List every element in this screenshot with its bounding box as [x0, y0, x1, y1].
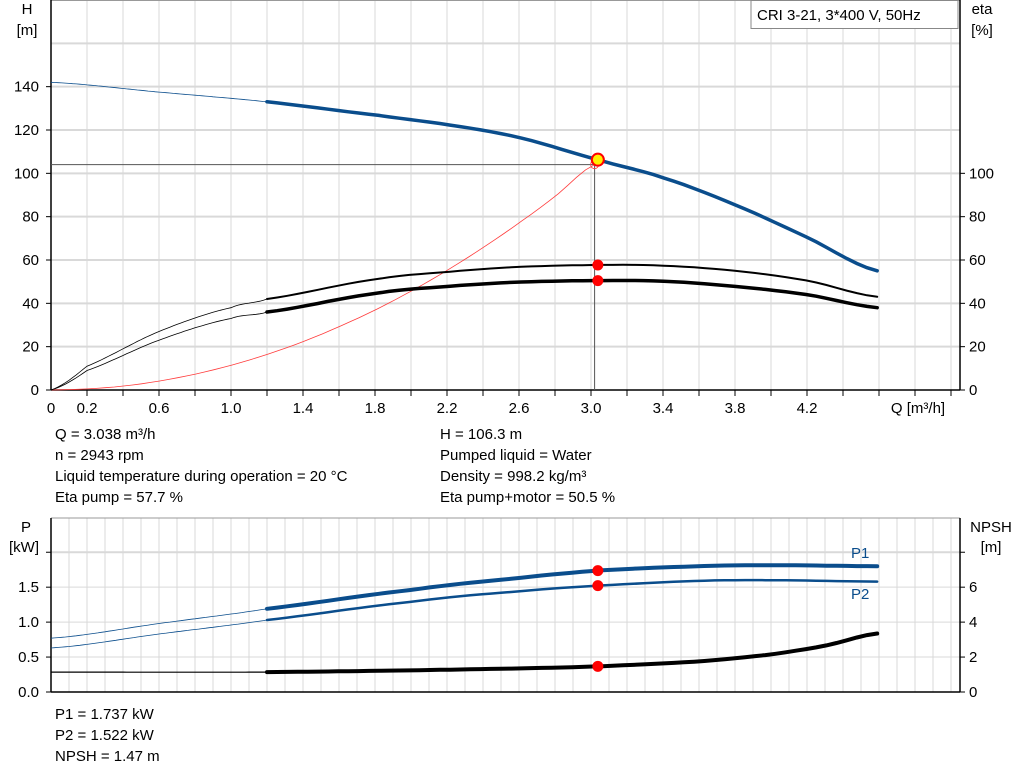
eta-axis-unit: [%]	[971, 22, 993, 39]
info-p2: P2 = 1.522 kW	[55, 727, 154, 744]
npsh-tick-label: 6	[969, 579, 977, 596]
x-tick-label: 1.4	[293, 400, 314, 417]
h-tick-label: 100	[14, 165, 39, 182]
eta-pump-curve-thin	[50, 298, 268, 391]
operating-point	[590, 152, 605, 167]
npsh-tick-label: 4	[969, 614, 977, 631]
bottom-duty-point	[592, 660, 604, 672]
eta-tick-label: 40	[969, 295, 986, 312]
p-axis-title: P	[21, 519, 31, 536]
p-axis-unit: [kW]	[9, 539, 39, 556]
p-tick-label: 1.0	[18, 614, 39, 631]
x-tick-label: 4.2	[797, 400, 818, 417]
eta-tick-label: 20	[969, 339, 986, 356]
top-grid	[46, 0, 965, 396]
h-tick-label: 60	[22, 252, 39, 269]
x-tick-label: 2.6	[509, 400, 530, 417]
x-tick-label: 3.4	[653, 400, 674, 417]
x-tick-label: 0.2	[77, 400, 98, 417]
h-axis-unit: [m]	[17, 22, 38, 39]
x-tick-label: 1.0	[221, 400, 242, 417]
p-tick-label: 1.5	[18, 579, 39, 596]
chart-labels: H [m] eta [%] Q [m³/h] CRI 3-21, 3*400 V…	[9, 0, 1012, 701]
head-curve	[265, 100, 879, 273]
info-bottom: P1 = 1.737 kW P2 = 1.522 kW NPSH = 1.47 …	[55, 704, 160, 767]
p-tick-label: 0.5	[18, 649, 39, 666]
x-tick-label: 1.8	[365, 400, 386, 417]
legend-label: CRI 3-21, 3*400 V, 50Hz	[757, 7, 921, 24]
h-tick-label: 120	[14, 122, 39, 139]
eta-duty-point	[592, 259, 604, 271]
p2-curve	[265, 578, 879, 622]
p2-curve-thin	[50, 619, 268, 649]
eta-duty-point	[592, 275, 604, 287]
p1-curve	[265, 563, 880, 611]
head-curve-thin	[50, 81, 268, 103]
system-curve	[50, 164, 595, 391]
p-tick-label: 0.0	[18, 684, 39, 701]
info-density: Density = 998.2 kg/m³	[440, 468, 587, 485]
bottom-grid	[46, 517, 965, 693]
x-tick-label: 0	[47, 400, 55, 417]
x-tick-label: 2.2	[437, 400, 458, 417]
info-top-right: H = 106.3 m Pumped liquid = Water Densit…	[440, 424, 615, 508]
eta-pump-motor-curve-thin	[50, 311, 268, 391]
info-top-left: Q = 3.038 m³/h n = 2943 rpm Liquid tempe…	[55, 424, 347, 508]
eta-tick-label: 80	[969, 209, 986, 226]
npsh-curve	[265, 631, 880, 675]
h-tick-label: 140	[14, 79, 39, 96]
info-liquid: Pumped liquid = Water	[440, 447, 592, 464]
q-axis-title: Q [m³/h]	[891, 400, 945, 417]
chart-marks	[50, 81, 880, 675]
info-flow: Q = 3.038 m³/h	[55, 426, 156, 443]
eta-pump-motor-curve	[265, 278, 879, 314]
legend-box	[750, 0, 959, 29]
eta-tick-label: 60	[969, 252, 986, 269]
npsh-axis-unit: [m]	[981, 539, 1002, 556]
eta-tick-label: 0	[969, 382, 977, 399]
h-tick-label: 80	[22, 209, 39, 226]
eta-pump-curve	[266, 263, 879, 300]
info-p1: P1 = 1.737 kW	[55, 706, 154, 723]
eta-tick-label: 100	[969, 165, 994, 182]
info-eta-pump: Eta pump = 57.7 %	[55, 489, 183, 506]
h-tick-label: 20	[22, 339, 39, 356]
info-head: H = 106.3 m	[440, 426, 523, 443]
p1-curve-thin	[50, 608, 268, 639]
h-tick-label: 0	[31, 382, 39, 399]
h-tick-label: 40	[22, 295, 39, 312]
bottom-duty-point	[592, 565, 604, 577]
npsh-axis-title: NPSH	[970, 519, 1012, 536]
x-tick-label: 3.8	[725, 400, 746, 417]
x-tick-label: 0.6	[149, 400, 170, 417]
h-axis-title: H	[22, 1, 33, 18]
bottom-duty-point	[592, 580, 604, 592]
eta-axis-title: eta	[972, 1, 994, 18]
npsh-tick-label: 0	[969, 684, 977, 701]
info-temperature: Liquid temperature during operation = 20…	[55, 468, 348, 485]
info-eta-pump-motor: Eta pump+motor = 50.5 %	[440, 489, 616, 506]
p1-series-label: P1	[851, 545, 869, 562]
x-tick-label: 3.0	[581, 400, 602, 417]
npsh-tick-label: 2	[969, 649, 977, 666]
info-speed: n = 2943 rpm	[55, 447, 144, 464]
p2-series-label: P2	[851, 586, 869, 603]
info-npsh: NPSH = 1.47 m	[55, 748, 160, 765]
